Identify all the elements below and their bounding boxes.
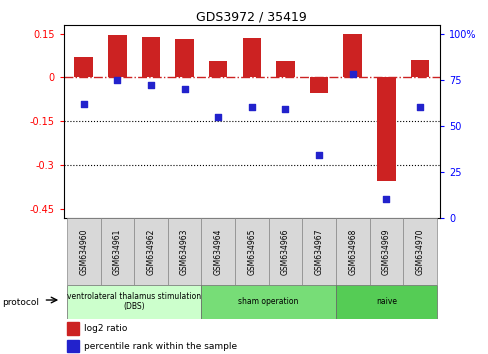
Text: GSM634961: GSM634961 <box>113 228 122 275</box>
Bar <box>335 218 369 285</box>
Bar <box>67 285 201 319</box>
Bar <box>309 78 327 93</box>
Point <box>80 101 87 107</box>
Bar <box>242 38 261 78</box>
Text: protocol: protocol <box>2 298 40 307</box>
Text: GSM634970: GSM634970 <box>415 228 424 275</box>
Text: GSM634966: GSM634966 <box>281 228 289 275</box>
Bar <box>276 61 294 78</box>
Text: GSM634967: GSM634967 <box>314 228 323 275</box>
Bar <box>67 340 79 352</box>
Bar <box>67 322 79 335</box>
Text: GSM634964: GSM634964 <box>213 228 222 275</box>
Bar <box>410 60 428 78</box>
Point <box>415 105 423 110</box>
Point <box>180 86 188 92</box>
Point <box>315 153 323 158</box>
Text: GSM634963: GSM634963 <box>180 228 189 275</box>
Text: GSM634968: GSM634968 <box>347 228 356 275</box>
Text: GSM634969: GSM634969 <box>381 228 390 275</box>
Point <box>348 72 356 77</box>
Bar <box>376 78 395 181</box>
Bar <box>134 218 167 285</box>
Point <box>113 77 121 83</box>
Text: log2 ratio: log2 ratio <box>84 324 127 333</box>
Bar <box>175 39 193 78</box>
Point <box>281 107 289 112</box>
Point <box>247 105 255 110</box>
Bar <box>335 285 436 319</box>
Bar <box>369 218 402 285</box>
Bar <box>343 34 361 78</box>
Bar <box>201 218 235 285</box>
Text: sham operation: sham operation <box>238 297 298 306</box>
Bar <box>108 35 126 78</box>
Bar <box>74 57 93 78</box>
Point <box>147 82 155 88</box>
Bar <box>142 37 160 78</box>
Point <box>214 114 222 120</box>
Bar <box>268 218 302 285</box>
Text: ventrolateral thalamus stimulation
(DBS): ventrolateral thalamus stimulation (DBS) <box>67 292 201 312</box>
Text: percentile rank within the sample: percentile rank within the sample <box>84 342 237 351</box>
Bar <box>235 218 268 285</box>
Text: GSM634965: GSM634965 <box>247 228 256 275</box>
Bar <box>67 218 101 285</box>
Bar <box>167 218 201 285</box>
Point <box>382 196 389 202</box>
Bar <box>101 218 134 285</box>
Bar <box>302 218 335 285</box>
Bar <box>402 218 436 285</box>
Text: naive: naive <box>375 297 396 306</box>
Bar <box>201 285 335 319</box>
Bar <box>208 61 227 78</box>
Text: GSM634962: GSM634962 <box>146 228 155 275</box>
Text: GSM634960: GSM634960 <box>79 228 88 275</box>
Title: GDS3972 / 35419: GDS3972 / 35419 <box>196 11 306 24</box>
